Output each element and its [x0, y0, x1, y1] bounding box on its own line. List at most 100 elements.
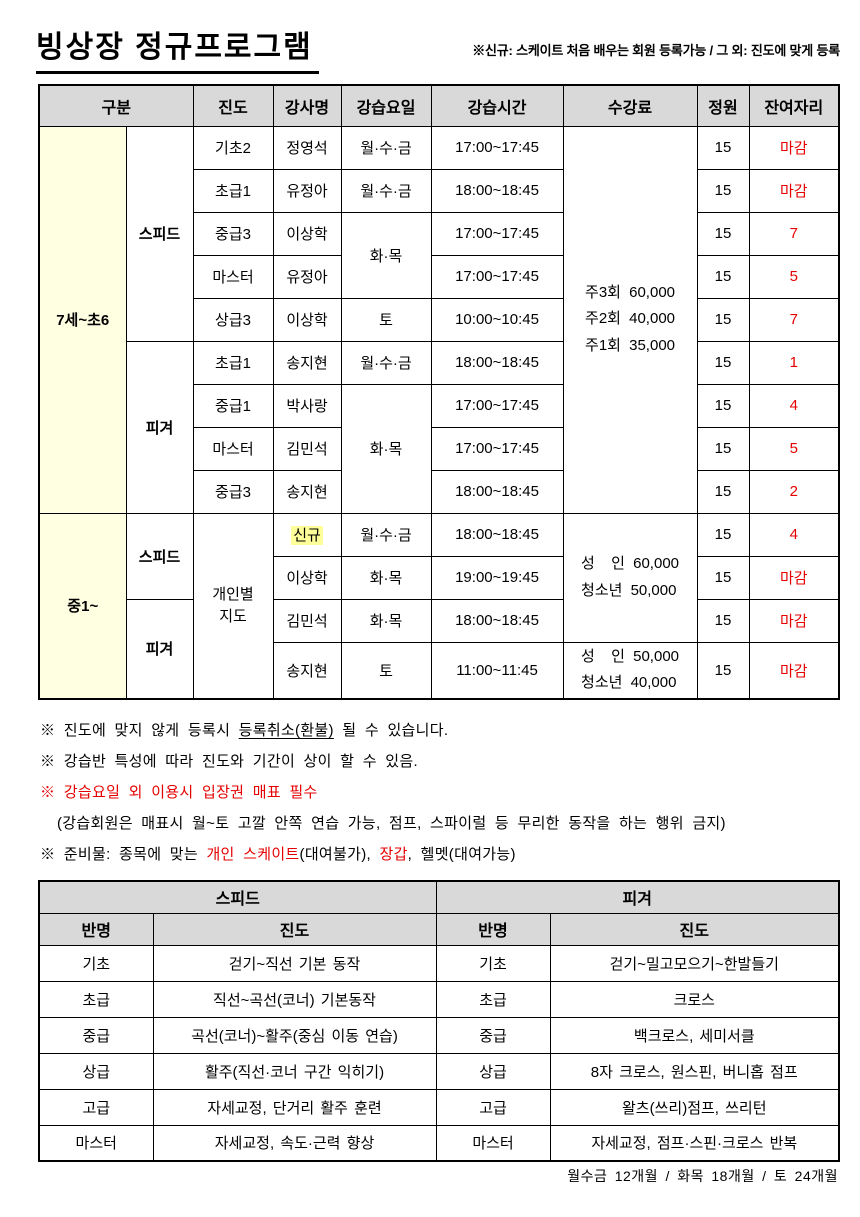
class-cell: 고급: [435, 1088, 551, 1126]
progress-cell: 크로스: [549, 980, 840, 1018]
instructor-cell: 송지현: [272, 340, 342, 385]
class-cell: 초급: [435, 980, 551, 1018]
time-cell: 18:00~18:45: [430, 340, 564, 385]
table-row: 중급3 송지현 18:00~18:45 15 2: [39, 469, 840, 514]
note-line: ※ 진도에 맞지 않게 등록시 등록취소(환불) 될 수 있습니다.: [40, 715, 840, 746]
days-cell: 월·수·금: [340, 340, 432, 385]
top-note: ※신규: 스케이트 처음 배우는 회원 등록가능 / 그 외: 진도에 맞게 등…: [472, 43, 840, 58]
seats-cell: 마감: [748, 555, 840, 600]
fee-cell: 성 인 50,000 청소년 40,000: [562, 641, 698, 700]
table-row: 중급3 이상학 화·목 17:00~17:45 15 7: [39, 211, 840, 299]
instructor-cell: 유정아: [272, 254, 342, 299]
progress-cell: 직선~곡선(코너) 기본동작: [152, 980, 437, 1018]
table-row: 중급1 박사랑 화·목 17:00~17:45 15 4: [39, 383, 840, 514]
class-cell: 초급: [38, 980, 154, 1018]
table-row: 상급 활주(직선·코너 구간 익히기) 상급 8자 크로스, 원스핀, 버니홉 점프: [38, 1052, 840, 1090]
header-seats: 잔여자리: [748, 84, 840, 127]
capacity-cell: 15: [696, 512, 750, 557]
seats-cell: 마감: [748, 168, 840, 213]
progress-cell: 걷기~직선 기본 동작: [152, 944, 437, 982]
note-line: ※ 강습요일 외 이용시 입장권 매표 필수: [40, 777, 840, 808]
header-fee: 수강료: [562, 84, 698, 127]
table-row: 이상학 화·목 19:00~19:45 15 마감: [39, 555, 840, 600]
fee-text: 성 인 60,000 청소년 50,000: [581, 555, 679, 599]
class-cell: 기초: [435, 944, 551, 982]
program-schedule-table: 구분 진도 강사명 강습요일 강습시간 수강료 정원 잔여자리 7세~초6 스피드 기초2 정영석 월·…: [38, 84, 841, 700]
progress-cell: 개인별 지도: [192, 512, 274, 700]
discipline-cell: 스피드: [125, 125, 194, 342]
note-text: ※ 강습반 특성에 따라 진도와 기간이 상이 할 수 있음.: [40, 753, 418, 770]
capacity-cell: 15: [696, 340, 750, 385]
note-red-text: 장갑: [379, 846, 408, 863]
note-text: ※ 진도에 맞지 않게 등록시: [40, 722, 239, 739]
header-instructor: 강사명: [272, 84, 342, 127]
progress-header: 진도: [549, 912, 840, 946]
table-row: 7세~초6 스피드 기초2 정영석 월·수·금 17:00~17:45 주3회 60,000…: [38, 125, 840, 514]
level-cell: 중급3: [192, 211, 274, 256]
fee-cell: 주3회 60,000 주2회 40,000 주1회 35,000: [562, 125, 698, 514]
instructor-cell: 김민석: [272, 426, 342, 471]
level-cell: 초급1: [192, 168, 274, 213]
progress-cell: 걷기~밀고모으기~한발들기: [549, 944, 840, 982]
days-cell: 월·수·금: [340, 168, 432, 213]
seats-cell: 마감: [748, 598, 840, 643]
instructor-cell: 이상학: [272, 297, 342, 342]
seats-cell: 4: [748, 512, 840, 557]
note-text: 될 수 있습니다.: [333, 722, 449, 739]
notes-section: ※ 진도에 맞지 않게 등록시 등록취소(환불) 될 수 있습니다. ※ 강습반 …: [40, 715, 840, 870]
class-cell: 마스터: [38, 1124, 154, 1162]
progress-cell: 자세교정, 속도·근력 향상: [152, 1124, 437, 1162]
time-cell: 18:00~18:45: [430, 598, 564, 643]
page-title: 빙상장 정규프로그램: [36, 22, 319, 74]
class-name-header: 반명: [38, 912, 154, 946]
class-name-header: 반명: [435, 912, 551, 946]
progress-cell: 활주(직선·코너 구간 익히기): [152, 1052, 437, 1090]
note-red-text: 개인 스케이트: [206, 846, 300, 863]
capacity-cell: 15: [696, 598, 750, 643]
table-row: 송지현 토 11:00~11:45 성 인 50,000 청소년 40,000 15 마감: [39, 641, 840, 700]
age-group-cell: 중1~: [38, 512, 127, 700]
progress-cell: 8자 크로스, 원스핀, 버니홉 점프: [549, 1052, 840, 1090]
note-text: , 헬멧(대여가능): [407, 846, 516, 863]
class-cell: 고급: [38, 1088, 154, 1126]
class-cell: 중급: [38, 1016, 154, 1054]
footer-note: 월수금 12개월 / 화목 18개월 / 토 24개월: [567, 1168, 838, 1184]
note-underline-text: 등록취소(환불): [238, 722, 334, 739]
table-row: 중1~ 스피드 개인별 지도 신규 월·수·금 18:00~18:45 성 인 60,000…: [38, 512, 840, 700]
note-text: (대여불가),: [299, 846, 380, 863]
table-row: 마스터 김민석 17:00~17:45 15 5: [39, 426, 840, 471]
capacity-cell: 15: [696, 168, 750, 213]
new-student-highlight: 신규: [291, 526, 323, 545]
level-cell: 기초2: [192, 125, 274, 170]
instructor-cell: 송지현: [272, 469, 342, 514]
capacity-cell: 15: [696, 254, 750, 299]
level-cell: 마스터: [192, 426, 274, 471]
fee-text: 성 인 50,000 청소년 40,000: [581, 648, 679, 692]
table-row: 초급1 유정아 월·수·금 18:00~18:45 15 마감: [39, 168, 840, 213]
level-cell: 중급1: [192, 383, 274, 428]
capacity-cell: 15: [696, 426, 750, 471]
note-line: ※ 강습반 특성에 따라 진도와 기간이 상이 할 수 있음.: [40, 746, 840, 777]
seats-cell: 5: [748, 254, 840, 299]
instructor-cell: 김민석: [272, 598, 342, 643]
days-cell: 화·목: [340, 555, 432, 600]
instructor-cell: 송지현: [272, 641, 342, 700]
seats-cell: 5: [748, 426, 840, 471]
time-cell: 17:00~17:45: [430, 254, 564, 299]
class-cell: 상급: [38, 1052, 154, 1090]
capacity-cell: 15: [696, 125, 750, 170]
level-cell: 중급3: [192, 469, 274, 514]
table-row: 반명 진도 반명 진도: [38, 912, 840, 946]
seats-cell: 2: [748, 469, 840, 514]
table-row: 스피드 피겨: [38, 880, 840, 914]
instructor-cell: 유정아: [272, 168, 342, 213]
days-cell: 토: [340, 297, 432, 342]
capacity-cell: 15: [696, 211, 750, 256]
days-cell: 화·목: [340, 211, 432, 299]
capacity-cell: 15: [696, 297, 750, 342]
days-cell: 화·목: [340, 383, 432, 514]
table-row: 중급 곡선(코너)~활주(중심 이동 연습) 중급 백크로스, 세미서클: [38, 1016, 840, 1054]
fee-cell: 성 인 60,000 청소년 50,000: [562, 512, 698, 643]
header-gubun: 구분: [38, 84, 194, 127]
